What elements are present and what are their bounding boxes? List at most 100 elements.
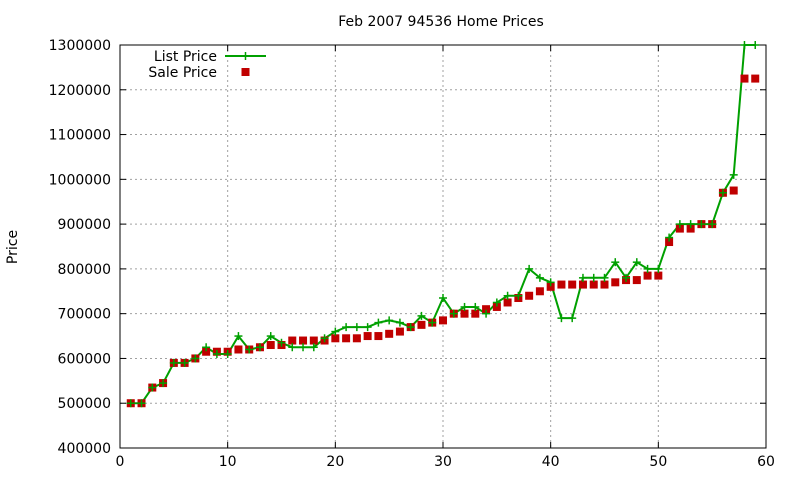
sale-price-point — [492, 302, 501, 311]
list-price-point — [557, 314, 566, 323]
x-tick-label: 60 — [757, 454, 775, 470]
x-tick-label: 10 — [219, 454, 237, 470]
legend-sample-sale-price — [241, 68, 250, 76]
sale-price-point — [342, 334, 351, 343]
list-price-point — [729, 170, 738, 179]
list-price-point — [137, 399, 146, 408]
x-tick-label: 0 — [116, 454, 125, 470]
sale-price-point — [482, 305, 491, 314]
sale-price-point — [439, 316, 447, 325]
sale-price-point — [568, 280, 577, 289]
sale-price-point — [299, 336, 308, 345]
list-price-point — [180, 358, 189, 367]
sale-price-point — [643, 271, 652, 280]
sale-price-point — [471, 309, 480, 318]
y-tick-label: 800000 — [58, 262, 111, 278]
x-tick-label: 40 — [542, 454, 560, 470]
list-price-point — [568, 314, 577, 323]
sale-price-point — [729, 186, 738, 195]
sale-price-point — [374, 332, 383, 341]
sale-price-point — [632, 276, 641, 285]
list-price-point — [374, 318, 383, 327]
x-tick-label: 30 — [434, 454, 452, 470]
y-axis-label: Price — [5, 230, 21, 264]
x-tick-label: 50 — [649, 454, 667, 470]
chart-title: Feb 2007 94536 Home Prices — [338, 14, 544, 30]
sale-price-point — [288, 336, 297, 345]
sale-price-point — [740, 74, 749, 83]
list-price-point — [223, 349, 232, 358]
sale-price-point — [665, 238, 674, 247]
list-price-point — [665, 233, 674, 242]
list-price-point — [503, 291, 512, 300]
list-price-point — [600, 273, 609, 282]
list-price-point — [191, 354, 200, 363]
list-price-point — [212, 349, 221, 358]
list-price-point — [718, 188, 727, 197]
sale-price-point — [331, 334, 340, 343]
sale-price-point — [460, 309, 469, 318]
list-price-point — [697, 220, 706, 229]
list-price-point — [385, 316, 394, 325]
list-price-point — [169, 358, 178, 367]
list-price-point — [482, 309, 491, 318]
legend-label-sale-price: Sale Price — [148, 65, 217, 81]
sale-price-point — [417, 320, 426, 329]
list-price-point — [589, 273, 598, 282]
list-price-point — [546, 278, 555, 287]
sale-price-point — [589, 280, 598, 289]
list-price-point — [342, 323, 351, 332]
list-price-point — [126, 399, 135, 408]
list-price-point — [352, 323, 361, 332]
sale-price-point — [557, 280, 566, 289]
sale-price-point — [503, 298, 512, 307]
sale-price-point — [234, 345, 243, 354]
list-price-point — [159, 379, 168, 388]
sale-price-point — [395, 327, 404, 336]
list-price-point — [492, 298, 501, 307]
sale-price-point — [352, 334, 361, 343]
list-price-point — [622, 273, 631, 282]
list-price-point — [363, 323, 372, 332]
list-price-point — [331, 327, 340, 336]
list-price-point — [255, 343, 264, 352]
list-price-point — [439, 293, 447, 302]
y-tick-label: 1200000 — [49, 83, 111, 99]
list-price-point — [148, 383, 157, 392]
sale-price-point — [202, 347, 211, 356]
list-price-point — [266, 332, 275, 341]
list-price-point — [417, 311, 426, 320]
list-price-point — [654, 264, 663, 273]
sale-price-point — [535, 287, 544, 296]
axes — [119, 44, 767, 449]
list-price-point — [708, 220, 717, 229]
y-tick-label: 1300000 — [49, 38, 111, 54]
list-price-point — [675, 220, 684, 229]
list-price-point — [277, 338, 286, 347]
sale-price-point — [686, 224, 695, 233]
list-price-point — [299, 343, 308, 352]
y-tick-label: 1100000 — [49, 128, 111, 144]
legend-label-list-price: List Price — [154, 49, 217, 65]
list-price-point — [309, 343, 318, 352]
list-price-point — [514, 291, 523, 300]
sale-price-point — [546, 282, 555, 291]
y-tick-label: 1000000 — [49, 172, 111, 188]
sale-price-point — [675, 224, 684, 233]
list-price-point — [395, 318, 404, 327]
list-price-point — [686, 220, 695, 229]
list-price-point — [611, 258, 620, 267]
y-tick-label: 700000 — [58, 307, 111, 323]
list-price-point — [535, 273, 544, 282]
list-price-point — [288, 343, 297, 352]
list-price-point — [460, 302, 469, 311]
list-price-point — [428, 318, 437, 327]
sale-price-point — [654, 271, 663, 280]
sale-price-point — [600, 280, 609, 289]
y-tick-label: 500000 — [58, 396, 111, 412]
list-price-point — [578, 273, 587, 282]
list-price-point — [471, 302, 480, 311]
sale-price-point — [385, 329, 394, 338]
list-price-point — [751, 41, 760, 49]
